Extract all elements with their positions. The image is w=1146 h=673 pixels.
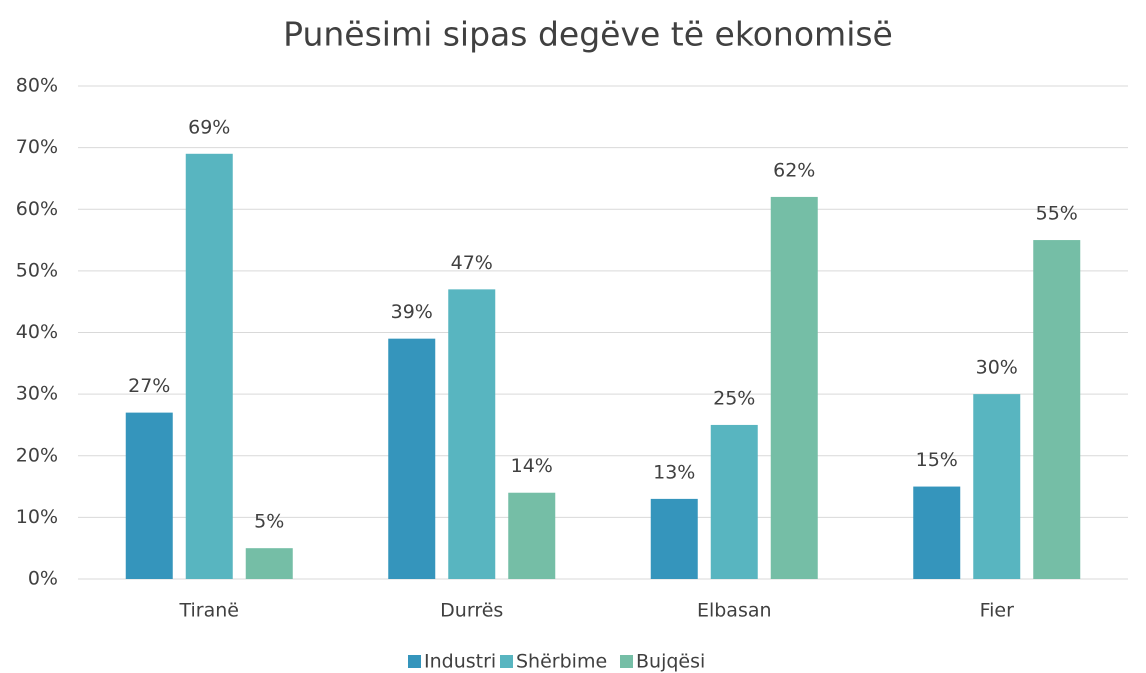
y-tick-label: 50% <box>16 259 58 281</box>
legend-swatch <box>500 655 513 668</box>
data-label: 13% <box>653 461 695 483</box>
data-label: 69% <box>188 116 230 138</box>
legend-label: Industri <box>424 651 496 673</box>
legend-label: Bujqësi <box>636 651 705 673</box>
legend-swatch <box>408 655 421 668</box>
y-tick-label: 60% <box>16 198 58 220</box>
data-label: 27% <box>128 375 170 397</box>
bar <box>973 394 1021 579</box>
data-label: 47% <box>451 252 493 274</box>
bar <box>650 498 698 579</box>
legend-label: Shërbime <box>516 651 607 673</box>
y-tick-label: 30% <box>16 383 58 405</box>
bar <box>1033 240 1081 579</box>
bar <box>185 153 233 579</box>
x-tick-label: Elbasan <box>697 600 772 622</box>
y-tick-label: 10% <box>16 506 58 528</box>
y-tick-label: 40% <box>16 321 58 343</box>
legend-swatch <box>620 655 633 668</box>
bar <box>913 486 961 579</box>
x-tick-label: Tiranë <box>179 600 240 622</box>
data-label: 14% <box>511 455 553 477</box>
bar <box>388 338 436 579</box>
data-label: 39% <box>391 301 433 323</box>
y-tick-label: 0% <box>28 568 58 590</box>
data-label: 25% <box>713 387 755 409</box>
y-tick-label: 70% <box>16 136 58 158</box>
bar <box>770 196 818 580</box>
bar <box>448 289 496 579</box>
data-label: 62% <box>773 159 815 181</box>
bar <box>245 548 293 579</box>
data-label: 55% <box>1036 203 1078 225</box>
chart-title: Punësimi sipas degëve të ekonomisë <box>283 15 893 54</box>
data-label: 5% <box>254 511 284 533</box>
bar <box>508 492 556 579</box>
data-label: 15% <box>916 449 958 471</box>
y-tick-label: 80% <box>16 75 58 97</box>
bar <box>125 412 173 579</box>
y-tick-label: 20% <box>16 444 58 466</box>
x-tick-label: Fier <box>980 600 1015 622</box>
bar <box>710 424 758 579</box>
x-tick-label: Durrës <box>440 600 503 622</box>
data-label: 30% <box>976 357 1018 379</box>
